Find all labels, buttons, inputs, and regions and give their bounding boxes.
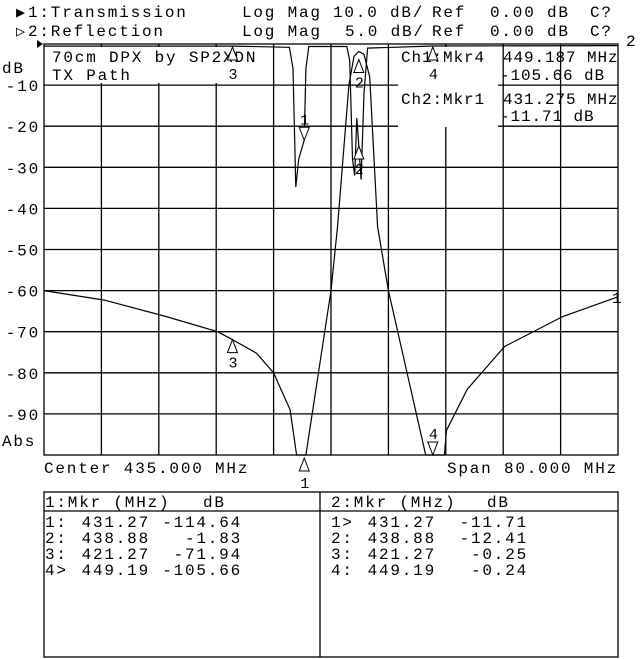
y-tick-label: -10 bbox=[6, 78, 40, 96]
ch1-cal: C? bbox=[590, 4, 613, 22]
ch2-cal: C? bbox=[590, 23, 613, 41]
x-center-label: Center 435.000 MHz bbox=[44, 460, 249, 478]
ch2-marker-2 bbox=[353, 144, 365, 160]
table-row-db: -1.83 bbox=[185, 530, 242, 548]
table-row-db: -114.64 bbox=[162, 514, 242, 532]
markers: 1 2 3 4 1 2 3 4 bbox=[226, 45, 439, 493]
y-unit-label: dB bbox=[2, 60, 25, 78]
y-tick-label: -80 bbox=[6, 366, 40, 384]
trace-2-end-label: 2 bbox=[626, 33, 637, 51]
ch1-marker-4 bbox=[427, 441, 439, 457]
ref-pointer-icon bbox=[37, 40, 43, 48]
y-tick-label: -60 bbox=[6, 284, 40, 302]
y-tick-label: -50 bbox=[6, 243, 40, 261]
readout-bg bbox=[398, 47, 498, 127]
ch1-pointer: ▶ bbox=[16, 5, 26, 22]
table-row-marker: 2: bbox=[45, 530, 68, 548]
ch2-marker-3 bbox=[226, 45, 239, 61]
ch2-marker-2-label: 2 bbox=[355, 162, 365, 179]
ch1-label: 1:Transmission bbox=[28, 4, 188, 22]
table-row-freq: 449.19 bbox=[82, 562, 150, 580]
ch1-format: Log Mag bbox=[242, 4, 322, 22]
ch2-ref-value: 0.00 dB bbox=[490, 23, 570, 41]
readout-1-freq: 449.187 MHz bbox=[503, 49, 619, 67]
ch1-marker-3-label: 3 bbox=[228, 356, 238, 373]
table-row-freq: 421.27 bbox=[368, 546, 436, 564]
ch2-label: 2:Reflection bbox=[28, 23, 165, 41]
table-row-freq: 449.19 bbox=[368, 562, 436, 580]
table-row-freq: 421.27 bbox=[82, 546, 150, 564]
table-row-db: -71.94 bbox=[174, 546, 242, 564]
ch2-marker-4 bbox=[427, 45, 439, 61]
trace-1-end-label: 1 bbox=[612, 290, 623, 308]
table-row-marker: 2: bbox=[331, 530, 354, 548]
table-row-marker: 1> bbox=[331, 514, 354, 532]
ch1-scale: 10.0 dB/ bbox=[333, 4, 424, 22]
marker-table: 1:Mkr (MHz) dB 2:Mkr (MHz) dB 1: 431.27 -1… bbox=[43, 491, 619, 658]
ch1-marker-2 bbox=[353, 58, 365, 74]
y-tick-label: -40 bbox=[6, 201, 40, 219]
table-row-freq: 438.88 bbox=[368, 530, 436, 548]
table-row-freq: 431.27 bbox=[368, 514, 436, 532]
ch2-pointer: ▷ bbox=[16, 24, 26, 41]
table-row-freq: 438.88 bbox=[82, 530, 150, 548]
ch2-table-head-mkr: 2:Mkr (MHz) bbox=[331, 494, 456, 512]
ch1-ref-value: 0.00 dB bbox=[490, 4, 570, 22]
readout-1-label: Ch1:Mkr4 bbox=[401, 49, 485, 67]
plot-title: 70cm DPX by SP2XDN bbox=[52, 49, 257, 67]
trace-1 bbox=[43, 50, 619, 456]
ch2-marker-1-label: 1 bbox=[300, 112, 310, 129]
ch1-marker-2-label: 2 bbox=[355, 76, 365, 93]
title-bg bbox=[48, 47, 223, 83]
table-row-db: -0.25 bbox=[471, 546, 528, 564]
ch2-table-head-db: dB bbox=[487, 494, 510, 512]
table-row-marker: 1: bbox=[45, 514, 68, 532]
y-abs-label: Abs bbox=[2, 433, 36, 451]
ch1-marker-3 bbox=[226, 338, 239, 354]
ch2-marker-1 bbox=[298, 126, 310, 142]
readout-2-label: Ch2:Mkr1 bbox=[401, 91, 485, 109]
table-row-freq: 431.27 bbox=[82, 514, 150, 532]
traces bbox=[43, 44, 619, 456]
ch2-scale: 5.0 dB/ bbox=[345, 23, 425, 41]
y-tick-labels: -10 -20 -30 -40 -50 -60 -70 -80 -90 bbox=[6, 78, 40, 425]
readout-2-value: -11.71 dB bbox=[500, 108, 595, 126]
channel-header: ▶ 1:Transmission Log Mag 10.0 dB/ Ref 0.… bbox=[16, 4, 613, 41]
y-tick-label: -30 bbox=[6, 160, 40, 178]
table-row-db: -105.66 bbox=[162, 562, 242, 580]
table-row-marker: 3: bbox=[45, 546, 68, 564]
readout-1-value: -105.66 dB bbox=[500, 67, 605, 85]
table-border bbox=[43, 491, 619, 658]
plot-grid bbox=[43, 43, 619, 456]
ch1-ref-label: Ref bbox=[432, 4, 466, 22]
ch1-marker-1 bbox=[298, 456, 310, 472]
ch1-marker-4-label: 4 bbox=[429, 427, 439, 444]
trace-2 bbox=[44, 44, 619, 188]
ch1-marker-1-label: 1 bbox=[300, 476, 310, 493]
table-row-db: -11.71 bbox=[460, 514, 528, 532]
x-span-label: Span 80.000 MHz bbox=[447, 460, 618, 478]
ch1-table-head-db: dB bbox=[203, 494, 226, 512]
plot-subtitle: TX Path bbox=[52, 67, 132, 85]
table-row-marker: 4> bbox=[45, 562, 68, 580]
table-row-marker: 4: bbox=[331, 562, 354, 580]
y-tick-label: -70 bbox=[6, 325, 40, 343]
y-tick-label: -90 bbox=[6, 407, 40, 425]
y-tick-label: -20 bbox=[6, 119, 40, 137]
ch2-format: Log Mag bbox=[242, 23, 322, 41]
ch1-table-head-mkr: 1:Mkr (MHz) bbox=[45, 494, 170, 512]
ch2-marker-4-label: 4 bbox=[429, 67, 439, 84]
table-row-marker: 3: bbox=[331, 546, 354, 564]
ch2-marker-3-label: 3 bbox=[228, 67, 238, 84]
table-row-db: -0.24 bbox=[471, 562, 528, 580]
table-row-db: -12.41 bbox=[460, 530, 528, 548]
readout-2-freq: 431.275 MHz bbox=[503, 91, 619, 109]
ch2-ref-label: Ref bbox=[432, 23, 466, 41]
